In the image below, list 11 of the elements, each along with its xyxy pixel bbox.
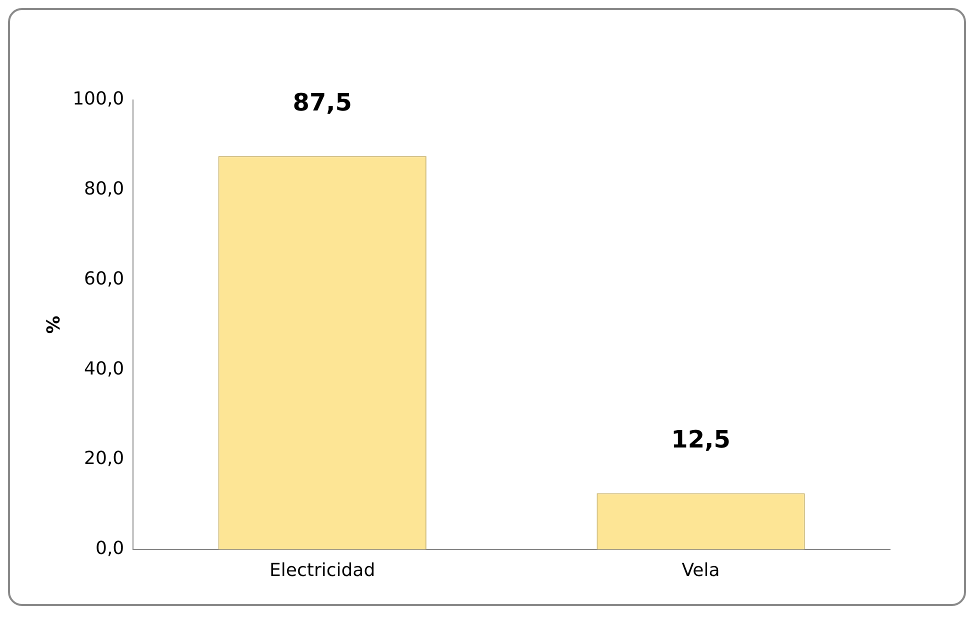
x-tick-label: Vela — [682, 560, 720, 581]
y-tick-label: 100,0 — [72, 88, 124, 110]
y-tick-label: 40,0 — [84, 358, 124, 380]
x-tick-label: Electricidad — [270, 560, 376, 581]
y-tick-label: 20,0 — [84, 448, 124, 470]
y-tick-label: 0,0 — [95, 538, 124, 560]
data-label: 87,5 — [292, 88, 352, 116]
data-label: 12,5 — [671, 425, 730, 454]
y-axis-title: % — [43, 316, 64, 334]
y-tick-label: 60,0 — [84, 268, 124, 290]
y-tick-label: 80,0 — [84, 178, 124, 200]
